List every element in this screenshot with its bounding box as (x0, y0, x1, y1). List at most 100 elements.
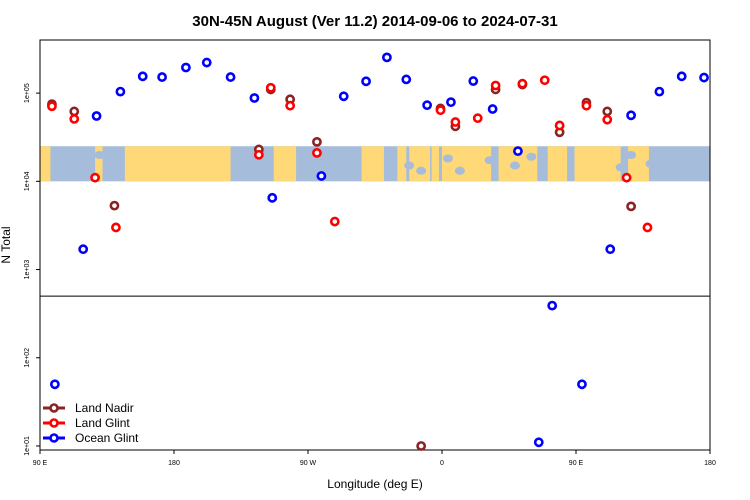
point-land-glint (554, 120, 565, 131)
y-tick-label: 1e+04 (24, 171, 31, 191)
point-land-glint (90, 172, 100, 183)
y-tick-label: 1e+01 (24, 436, 31, 456)
y-tick-label: 1e+05 (24, 83, 31, 103)
map-band (40, 146, 710, 182)
legend-marker-land-glint (49, 418, 59, 428)
point-land-glint (312, 147, 322, 158)
point-ocean-glint (577, 379, 587, 390)
data-points (47, 52, 709, 451)
map-water-detail (615, 163, 626, 172)
y-tick-label: 1e+03 (24, 260, 31, 280)
point-ocean-glint (201, 57, 212, 68)
x-tick-label: 90 E (33, 460, 48, 467)
map-land (397, 146, 407, 182)
point-land-glint (450, 117, 461, 127)
point-ocean-glint (422, 100, 433, 111)
point-land-nadir (416, 441, 427, 451)
point-ocean-glint (654, 86, 665, 97)
point-land-glint (602, 114, 613, 125)
map-water-detail (626, 150, 637, 159)
point-ocean-glint (78, 244, 89, 255)
point-ocean-glint (547, 300, 558, 311)
point-land-glint (111, 222, 121, 233)
point-land-glint (285, 100, 296, 111)
axes-ticks: 90 E 180 90 W 0 90 E 180 1e+01 1e+02 1e+03 1e+04 1… (24, 83, 716, 467)
point-land-glint (642, 222, 653, 233)
legend-marker-ocean-glint (49, 433, 59, 443)
map-land (273, 146, 297, 182)
point-land-glint (581, 100, 592, 111)
map-water-detail (79, 163, 90, 172)
point-land-glint (265, 82, 276, 93)
point-ocean-glint (225, 72, 236, 82)
point-ocean-glint (605, 244, 616, 255)
map-land (95, 146, 103, 182)
y-axis-label: N Total (0, 226, 13, 263)
map-land (431, 146, 440, 182)
point-land-glint (329, 216, 340, 227)
map-water-detail (442, 154, 453, 163)
point-ocean-glint (338, 91, 349, 102)
point-ocean-glint (513, 146, 523, 157)
legend-marker-land-nadir (49, 403, 59, 413)
point-land-nadir (109, 200, 120, 211)
map-land (124, 146, 231, 182)
point-ocean-glint (49, 379, 60, 390)
point-ocean-glint (676, 71, 687, 82)
plot-frame (39, 39, 711, 451)
point-land-glint (621, 172, 632, 183)
map-land (361, 146, 384, 182)
x-tick-label: 90 W (300, 460, 317, 467)
point-ocean-glint (533, 437, 544, 448)
point-land-nadir (626, 201, 636, 212)
map-water-detail (416, 166, 427, 175)
point-ocean-glint (699, 72, 709, 83)
point-ocean-glint (401, 74, 412, 85)
point-land-glint (435, 105, 446, 116)
map-water-detail (484, 156, 495, 165)
point-ocean-glint (91, 111, 102, 121)
chart-title: 30N-45N August (Ver 11.2) 2014-09-06 to … (192, 13, 557, 30)
x-tick-label: 0 (440, 460, 444, 467)
legend-label-land-nadir: Land Nadir (75, 401, 134, 415)
point-ocean-glint (181, 62, 191, 73)
point-ocean-glint (626, 110, 636, 121)
map-water-detail (526, 152, 537, 161)
point-ocean-glint (361, 76, 371, 87)
x-tick-label: 180 (704, 460, 716, 467)
point-ocean-glint (382, 52, 392, 63)
point-land-glint (253, 149, 264, 160)
map-water-detail (454, 166, 465, 175)
x-tick-label: 180 (168, 460, 180, 467)
map-land (574, 146, 621, 182)
map-water-detail (109, 159, 120, 168)
point-land-glint (517, 78, 528, 89)
point-land-nadir (602, 106, 613, 117)
point-land-glint (490, 80, 501, 91)
point-land-nadir (69, 106, 80, 117)
point-land-glint (539, 75, 550, 86)
map-land (547, 146, 568, 182)
y-tick-label: 1e+02 (24, 348, 31, 368)
x-axis-label: Longitude (deg E) (327, 477, 422, 491)
point-ocean-glint (487, 104, 498, 114)
point-land-glint (69, 114, 80, 124)
x-tick-label: 90 E (569, 460, 584, 467)
point-ocean-glint (468, 76, 479, 86)
point-ocean-glint (446, 97, 456, 108)
map-water-detail (404, 161, 415, 170)
point-ocean-glint (137, 71, 148, 82)
map-land (442, 146, 492, 182)
point-ocean-glint (249, 93, 260, 103)
point-ocean-glint (157, 72, 167, 82)
point-land-nadir (312, 136, 322, 147)
legend-label-land-glint: Land Glint (75, 416, 130, 430)
point-land-glint (472, 113, 483, 124)
point-ocean-glint (115, 86, 126, 97)
map-land (40, 146, 51, 182)
map-water-detail (94, 150, 105, 159)
map-water-detail (645, 159, 656, 168)
legend-label-ocean-glint: Ocean Glint (75, 431, 139, 445)
